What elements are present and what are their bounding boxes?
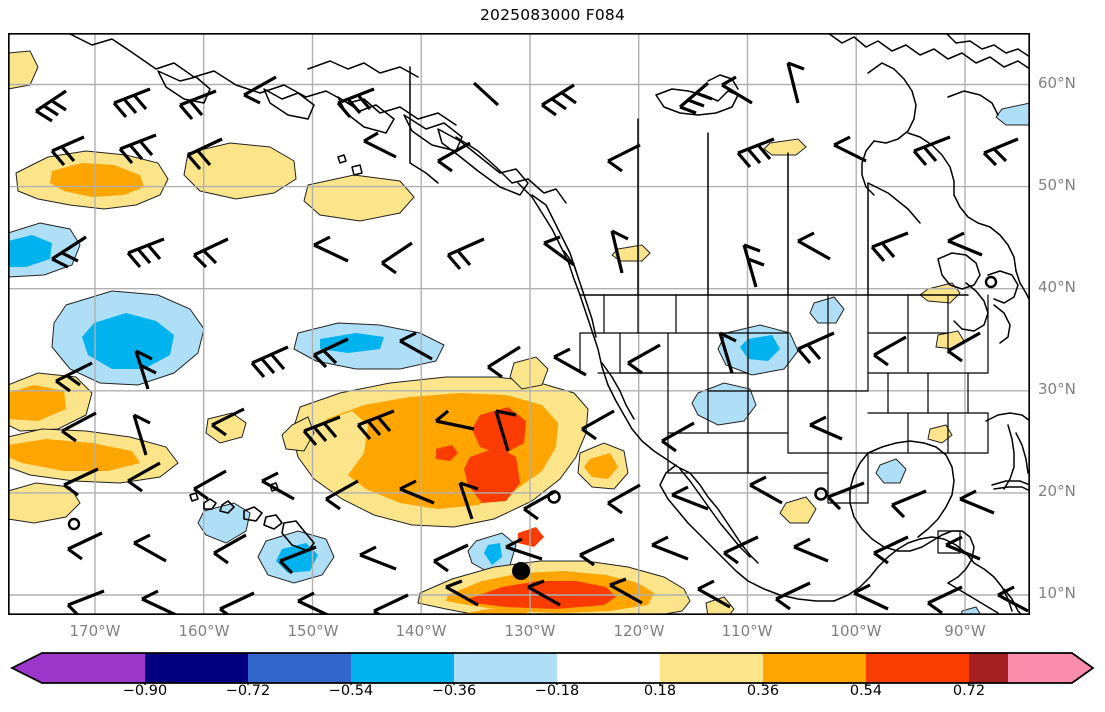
filled-dot-marker[interactable] — [512, 562, 530, 580]
colorbar-cell-8 — [866, 653, 969, 683]
map-canvas[interactable] — [8, 33, 1030, 615]
colorbar-tick-label-6: 0.36 — [746, 683, 780, 699]
colorbar-cell-6 — [660, 653, 763, 683]
colorbar-outline — [9, 652, 1095, 684]
colorbar-canvas[interactable] — [8, 651, 1097, 685]
lon-label-140W: 140°W — [395, 622, 447, 640]
lon-label-90W: 90°W — [944, 622, 986, 640]
colorbar-cell-1 — [145, 653, 248, 683]
lat-label-50: 50°N — [1038, 176, 1076, 194]
colorbar-cell-5 — [557, 653, 660, 683]
anomaly-contour-fills — [8, 50, 1030, 615]
lat-label-40: 40°N — [1038, 278, 1076, 296]
lat-label-10: 10°N — [1038, 584, 1076, 602]
colorbar-tick-label-2: −0.54 — [328, 683, 374, 699]
lon-label-160W: 160°W — [178, 622, 230, 640]
colorbar-tick-label-5: 0.18 — [643, 683, 677, 699]
colorbar-tick-label-1: −0.72 — [225, 683, 271, 699]
colorbar-ticks — [144, 683, 970, 685]
lon-label-100W: 100°W — [830, 622, 882, 640]
lat-label-20: 20°N — [1038, 482, 1076, 500]
open-circle-marker-d[interactable] — [984, 275, 998, 289]
colorbar-cell-7 — [763, 653, 866, 683]
colorbar-cell-0 — [42, 653, 145, 683]
lon-label-150W: 150°W — [287, 622, 339, 640]
colorbar-tick-label-7: 0.54 — [849, 683, 883, 699]
colorbar-cell-3 — [351, 653, 454, 683]
colorbar-tick-label-4: −0.18 — [534, 683, 580, 699]
lon-label-120W: 120°W — [613, 622, 665, 640]
map-panel — [8, 33, 1030, 615]
lon-label-170W: 170°W — [69, 622, 121, 640]
lat-label-60: 60°N — [1038, 74, 1076, 92]
station-markers[interactable] — [67, 275, 998, 580]
page-title: 2025083000 F084 — [479, 6, 626, 24]
colorbar-cell-2 — [248, 653, 351, 683]
colorbar-swatches — [12, 653, 1093, 683]
colorbar-extend-low — [12, 653, 42, 683]
lon-label-110W: 110°W — [721, 622, 773, 640]
open-circle-marker-a[interactable] — [547, 490, 561, 504]
colorbar[interactable]: −0.90 −0.72 −0.54 −0.36 −0.18 0.18 0.36 … — [8, 651, 1097, 709]
map-frame — [8, 33, 1030, 615]
colorbar-cell-4 — [454, 653, 557, 683]
lat-label-30: 30°N — [1038, 380, 1076, 398]
open-circle-marker-c[interactable] — [67, 517, 81, 531]
colorbar-extend-high-shape — [1008, 653, 1093, 683]
wind-barb-field — [35, 61, 1029, 615]
open-circle-marker-b[interactable] — [814, 487, 828, 501]
lon-label-130W: 130°W — [504, 622, 556, 640]
colorbar-tick-label-3: −0.36 — [431, 683, 477, 699]
colorbar-tick-label-0: −0.90 — [122, 683, 168, 699]
colorbar-tick-label-8: 0.72 — [952, 683, 986, 699]
